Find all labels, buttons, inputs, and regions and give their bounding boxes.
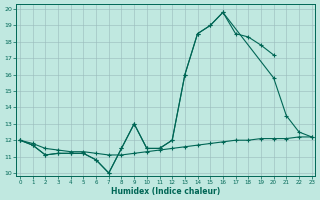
X-axis label: Humidex (Indice chaleur): Humidex (Indice chaleur) (111, 187, 220, 196)
